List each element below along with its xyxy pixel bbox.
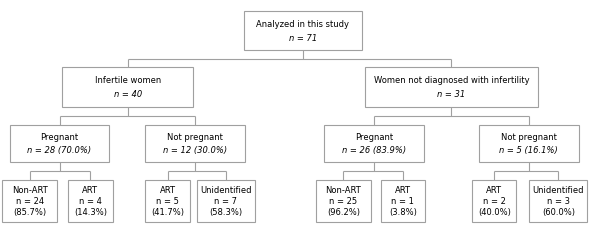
Text: Unidentified: Unidentified: [533, 185, 584, 194]
Text: (41.7%): (41.7%): [151, 207, 184, 216]
FancyBboxPatch shape: [68, 180, 113, 222]
FancyBboxPatch shape: [472, 180, 516, 222]
Text: Pregnant: Pregnant: [355, 133, 393, 142]
FancyBboxPatch shape: [365, 68, 538, 107]
Text: ART: ART: [159, 185, 176, 194]
FancyBboxPatch shape: [324, 125, 424, 162]
Text: Not pregnant: Not pregnant: [501, 133, 557, 142]
FancyBboxPatch shape: [145, 125, 245, 162]
Text: Non-ART: Non-ART: [12, 185, 48, 194]
Text: (40.0%): (40.0%): [478, 207, 511, 216]
Text: (14.3%): (14.3%): [74, 207, 107, 216]
Text: n = 3: n = 3: [547, 196, 570, 205]
Text: n = 25: n = 25: [329, 196, 358, 205]
FancyBboxPatch shape: [197, 180, 255, 222]
Text: Not pregnant: Not pregnant: [167, 133, 223, 142]
FancyBboxPatch shape: [316, 180, 371, 222]
Text: (85.7%): (85.7%): [13, 207, 47, 216]
Text: n = 28 (70.0%): n = 28 (70.0%): [27, 146, 92, 155]
Text: Non-ART: Non-ART: [325, 185, 361, 194]
Text: n = 71: n = 71: [289, 34, 317, 43]
Text: (3.8%): (3.8%): [389, 207, 417, 216]
Text: ART: ART: [82, 185, 98, 194]
Text: n = 26 (83.9%): n = 26 (83.9%): [342, 146, 407, 155]
FancyBboxPatch shape: [529, 180, 587, 222]
Text: n = 7: n = 7: [215, 196, 238, 205]
Text: Unidentified: Unidentified: [200, 185, 251, 194]
FancyBboxPatch shape: [62, 68, 193, 107]
FancyBboxPatch shape: [145, 180, 190, 222]
Text: Women not diagnosed with infertility: Women not diagnosed with infertility: [374, 76, 529, 85]
Text: (60.0%): (60.0%): [542, 207, 575, 216]
Text: n = 12 (30.0%): n = 12 (30.0%): [163, 146, 227, 155]
Text: n = 40: n = 40: [114, 90, 142, 99]
Text: Analyzed in this study: Analyzed in this study: [256, 20, 350, 29]
Text: Infertile women: Infertile women: [95, 76, 161, 85]
Text: ART: ART: [395, 185, 411, 194]
Text: (96.2%): (96.2%): [327, 207, 360, 216]
Text: n = 2: n = 2: [483, 196, 505, 205]
Text: n = 5: n = 5: [156, 196, 179, 205]
Text: Pregnant: Pregnant: [41, 133, 79, 142]
FancyBboxPatch shape: [10, 125, 110, 162]
Text: n = 24: n = 24: [16, 196, 44, 205]
FancyBboxPatch shape: [244, 12, 362, 51]
Text: n = 4: n = 4: [79, 196, 102, 205]
Text: n = 31: n = 31: [438, 90, 465, 99]
Text: (58.3%): (58.3%): [209, 207, 242, 216]
FancyBboxPatch shape: [2, 180, 58, 222]
FancyBboxPatch shape: [381, 180, 425, 222]
Text: ART: ART: [486, 185, 502, 194]
Text: n = 5 (16.1%): n = 5 (16.1%): [499, 146, 558, 155]
FancyBboxPatch shape: [479, 125, 579, 162]
Text: n = 1: n = 1: [391, 196, 415, 205]
